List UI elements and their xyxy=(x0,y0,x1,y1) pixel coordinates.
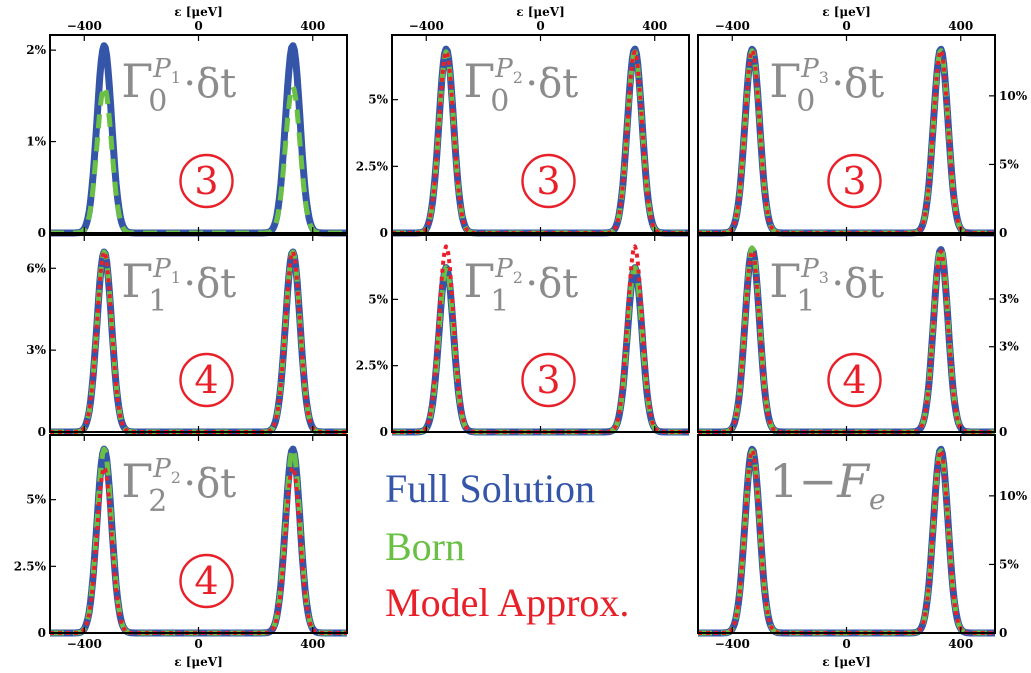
panel-title: ΓP2 0 ·δt xyxy=(463,54,578,119)
badge-circle xyxy=(179,153,234,209)
x-tick-label: 400 xyxy=(300,19,325,33)
y-tick-label: 2.5% xyxy=(356,359,389,373)
y-tick-label: 0 xyxy=(38,626,46,640)
x-tick-label: 0 xyxy=(194,637,202,651)
badge-number: 3 xyxy=(842,159,866,203)
y-tick-label: 0 xyxy=(38,226,46,240)
y-tick-label: 5% xyxy=(999,157,1019,171)
badge-circle xyxy=(521,352,576,408)
x-tick-label: −400 xyxy=(715,19,750,33)
y-tick-label: 0 xyxy=(999,626,1007,640)
badge-number: 4 xyxy=(842,358,866,402)
panel-title: ΓP2 2 ·δt xyxy=(121,454,236,519)
series-line xyxy=(390,265,691,435)
y-tick-label: 0 xyxy=(999,226,1007,240)
x-tick-label: 0 xyxy=(194,19,202,33)
x-tick-label: 0 xyxy=(536,19,544,33)
x-axis-label: ε [μeV] xyxy=(174,655,223,669)
badge-circle xyxy=(179,553,234,609)
series-line xyxy=(697,448,996,635)
x-axis-label: ε [μeV] xyxy=(822,655,871,669)
x-axis-label: ε [μeV] xyxy=(174,5,223,19)
badge-number: 3 xyxy=(194,159,218,203)
y-tick-label: 5% xyxy=(26,493,46,507)
panel-title: ΓP1 1 ·δt xyxy=(121,254,236,319)
y-tick-label: 2.5% xyxy=(14,559,47,573)
y-tick-label: 10% xyxy=(999,89,1028,103)
panel-1: −400 0 400 ε [μeV] 5% 2.5% 0 ΓP2 0 ·δt 3 xyxy=(356,5,692,240)
y-tick-label: 3% xyxy=(999,292,1019,306)
series-line xyxy=(391,49,690,235)
panel-2: −400 0 400 ε [μeV] 10% 5% 0 ΓP3 0 ·δt 3 xyxy=(695,5,1028,240)
badge-circle xyxy=(179,352,234,408)
badge-number: 4 xyxy=(194,559,218,603)
badge-circle xyxy=(827,352,882,408)
panel-0: −400 0 400 ε [μeV] 2% 1% 0 ΓP1 0 ·δt 3 xyxy=(26,5,350,240)
y-tick-label: 0 xyxy=(380,226,388,240)
panel-title: ΓP3 1 ·δt xyxy=(769,254,884,319)
x-tick-label: 0 xyxy=(842,19,850,33)
series-line xyxy=(48,446,349,636)
x-tick-label: −400 xyxy=(67,637,102,651)
x-tick-label: 400 xyxy=(642,19,667,33)
panel-title: ΓP1 0 ·δt xyxy=(121,54,236,119)
badge-number: 3 xyxy=(536,358,560,402)
panel-title: 1−Fe xyxy=(769,454,885,516)
legend-full-solution: Full Solution xyxy=(385,466,595,511)
y-tick-label: 10% xyxy=(999,489,1028,503)
panel-3: 6% 3% 0 ΓP1 1 ·δt 4 xyxy=(26,234,350,439)
series-line xyxy=(697,48,996,235)
y-tick-label: 5% xyxy=(999,557,1019,571)
panel-title: ΓP3 0 ·δt xyxy=(769,54,884,119)
y-tick-label: 5% xyxy=(368,292,388,306)
y-tick-label: 1% xyxy=(26,135,46,149)
y-tick-label: 5% xyxy=(368,93,388,107)
x-tick-label: −400 xyxy=(715,637,750,651)
x-tick-label: 400 xyxy=(948,19,973,33)
legend-model-approx: Model Approx. xyxy=(385,580,629,625)
badge-number: 4 xyxy=(194,358,218,402)
x-axis-label: ε [μeV] xyxy=(822,5,871,19)
panel-title: ΓP2 1 ·δt xyxy=(463,254,578,319)
panel-6: −400 0 400 ε [μeV] 5% 2.5% 0 ΓP2 2 ·δt 4 xyxy=(14,434,350,669)
badge-circle xyxy=(827,153,882,209)
x-tick-label: −400 xyxy=(67,19,102,33)
panel-5: 3% 3% 0 ΓP3 1 ·δt 4 xyxy=(695,234,1019,439)
y-tick-label: 2.5% xyxy=(356,159,389,173)
legend: Full Solution Born Model Approx. xyxy=(385,466,629,625)
x-tick-label: −400 xyxy=(409,19,444,33)
x-tick-label: 0 xyxy=(842,637,850,651)
panel-7: −400 0 400 ε [μeV] 10% 5% 0 1−Fe xyxy=(695,434,1028,669)
badge-number: 3 xyxy=(536,159,560,203)
y-tick-label: 0 xyxy=(38,425,46,439)
y-tick-label: 2% xyxy=(26,43,46,57)
x-tick-label: 400 xyxy=(300,637,325,651)
panel-4: 5% 2.5% 0 ΓP2 1 ·δt 3 xyxy=(356,234,692,439)
y-tick-label: 6% xyxy=(26,261,46,275)
legend-born: Born xyxy=(385,524,465,569)
y-tick-label: 3% xyxy=(26,343,46,357)
badge-circle xyxy=(521,153,576,209)
x-axis-label: ε [μeV] xyxy=(516,5,565,19)
x-tick-label: 400 xyxy=(948,637,973,651)
y-tick-label: 0 xyxy=(999,425,1007,439)
y-tick-label: 0 xyxy=(380,425,388,439)
y-tick-label: 3% xyxy=(999,340,1019,354)
